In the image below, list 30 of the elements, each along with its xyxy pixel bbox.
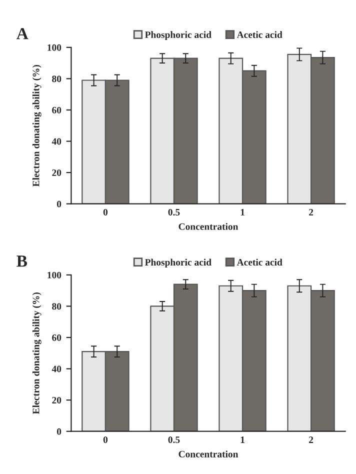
y-tick-label: 0: [56, 428, 62, 435]
y-tick-label: 100: [48, 44, 62, 51]
y-tick-label: 40: [52, 138, 62, 145]
chart-title: B: [16, 256, 28, 267]
x-tick-label: 1: [240, 436, 244, 443]
y-axis-title: Electron donating ability (%): [32, 292, 42, 414]
legend-label: Phosphoric acid: [144, 258, 212, 268]
x-tick-label: 0.5: [168, 436, 180, 444]
y-tick-label: 0: [56, 200, 62, 208]
legend-label: Phosphoric acid: [144, 31, 212, 40]
x-tick-label: 0: [103, 208, 108, 216]
y-tick-label: 20: [52, 169, 62, 176]
x-axis-title: Concentration: [178, 223, 238, 230]
y-tick-label: 100: [48, 272, 62, 278]
x-tick-label: 2: [309, 436, 314, 443]
x-tick-label: 0: [103, 436, 108, 444]
y-tick-label: 20: [52, 396, 62, 404]
x-tick-label: 0.5: [168, 208, 180, 216]
x-axis-title: Concentration: [178, 450, 238, 458]
legend-label: Acetic acid: [236, 31, 282, 38]
x-tick-label: 2: [309, 208, 314, 216]
x-tick-label: 1: [240, 209, 244, 216]
y-tick-label: 40: [52, 366, 62, 372]
legend-label: Acetic acid: [236, 258, 282, 266]
y-tick-label: 60: [52, 334, 62, 341]
y-tick-label: 80: [52, 303, 62, 310]
chart-title: A: [16, 28, 28, 40]
y-tick-label: 80: [52, 76, 62, 82]
y-axis-title: Electron donating ability (%): [32, 64, 42, 187]
y-tick-label: 60: [52, 106, 62, 114]
